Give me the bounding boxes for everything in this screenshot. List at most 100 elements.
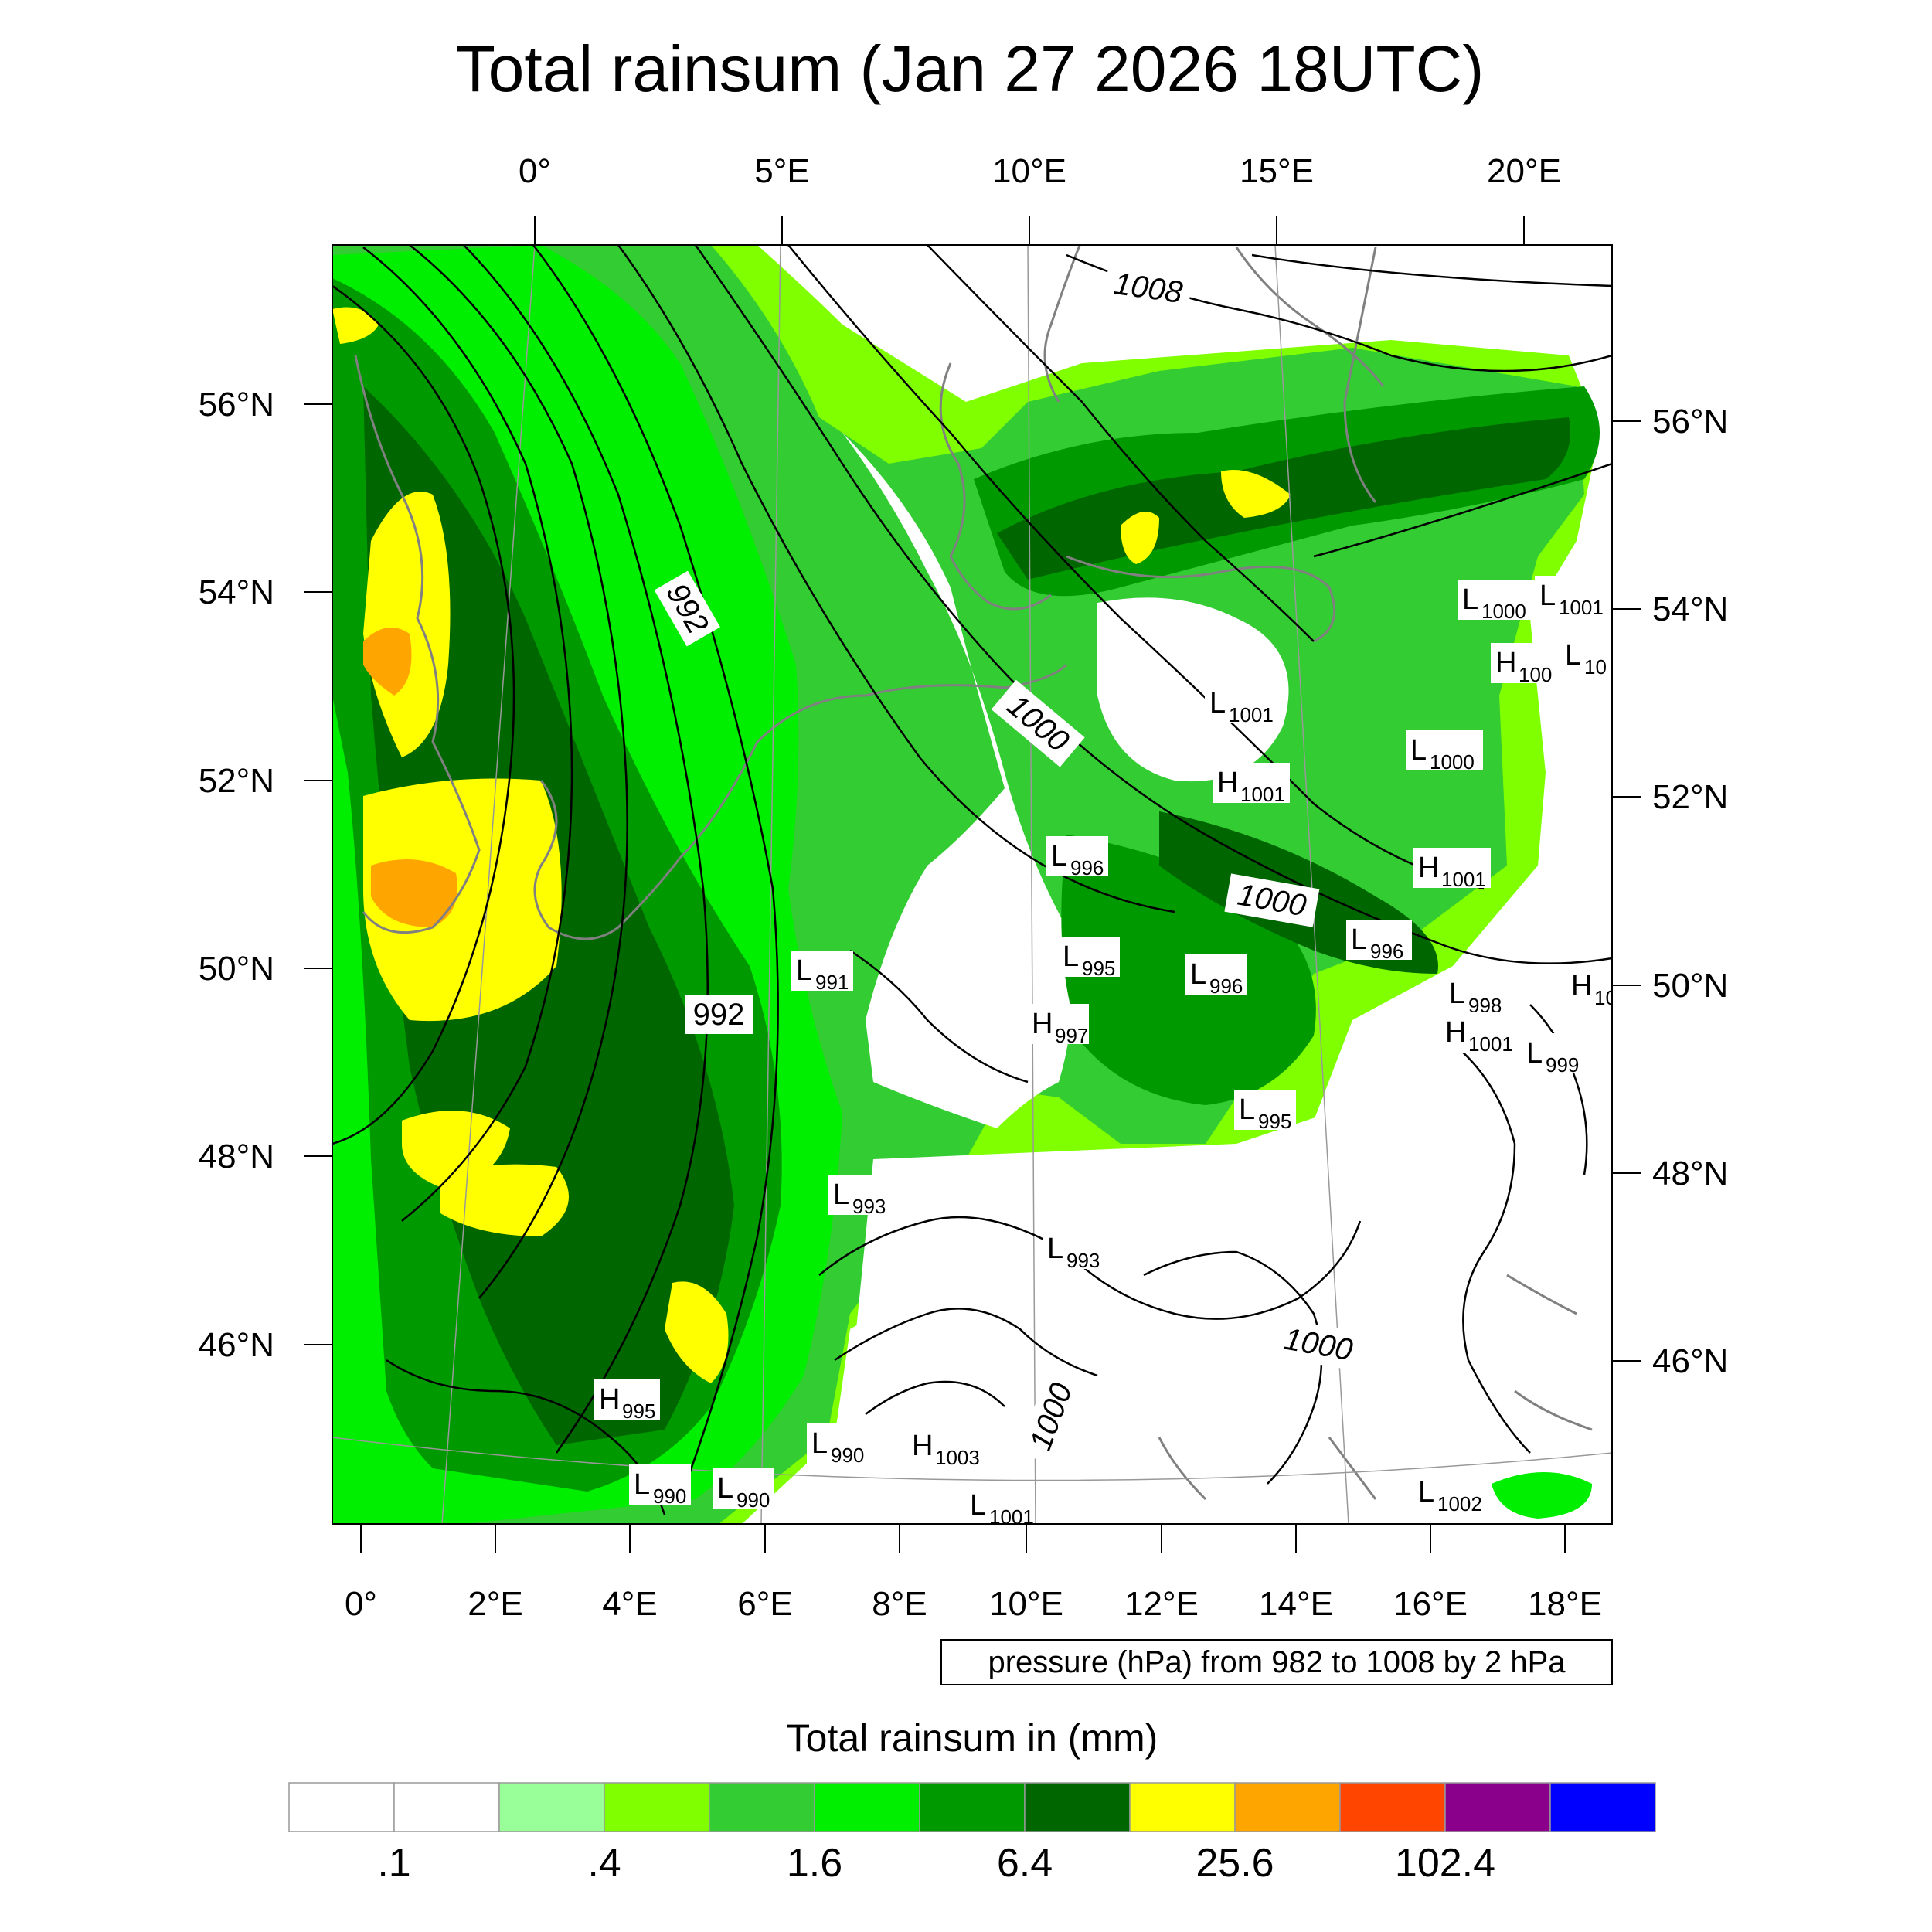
- rain-orange-west: [371, 859, 457, 927]
- svg-text:L: L: [970, 1489, 986, 1522]
- center-marker: L 1001: [1535, 576, 1604, 619]
- center-marker: L 1000: [1406, 730, 1483, 774]
- svg-text:H: H: [1032, 1008, 1053, 1040]
- svg-text:10: 10: [1594, 986, 1617, 1009]
- tick-label: 0°: [345, 1585, 377, 1623]
- tick-label: 46°N: [1652, 1342, 1728, 1380]
- contour-label-1008: 1008: [1103, 263, 1193, 314]
- center-marker: L 999: [1522, 1033, 1583, 1077]
- colorbar-label: .4: [587, 1841, 621, 1886]
- center-marker: L 996: [1185, 954, 1247, 998]
- center-marker: H 1001: [1440, 1012, 1518, 1056]
- isobars: [332, 245, 1612, 1515]
- colorbar-cell: [1444, 1782, 1551, 1832]
- svg-text:H: H: [1217, 767, 1238, 799]
- svg-text:L: L: [1462, 583, 1478, 616]
- svg-text:1003: 1003: [935, 1446, 980, 1469]
- rain-yellow-ne-2: [1221, 470, 1291, 518]
- map-border: [332, 244, 1613, 1525]
- center-marker: H 1001: [1213, 763, 1290, 806]
- colorbar-label: .1: [377, 1841, 410, 1886]
- svg-text:L: L: [1239, 1094, 1255, 1126]
- tick-label: 14°E: [1259, 1585, 1333, 1623]
- pressure-info-box: pressure (hPa) from 982 to 1008 by 2 hPa: [940, 1639, 1613, 1685]
- rain-yellow-west-4: [440, 1164, 569, 1236]
- svg-text:1000: 1000: [1481, 600, 1526, 623]
- pressure-note: pressure (hPa) from 982 to 1008 by 2 hPa: [988, 1645, 1566, 1679]
- center-marker: H 997: [1027, 1004, 1089, 1047]
- rain-patch-se: [1492, 1472, 1592, 1519]
- svg-text:H: H: [599, 1383, 620, 1416]
- colorbar-cell: [814, 1782, 920, 1832]
- tick-label: 54°N: [199, 573, 274, 611]
- colorbar-cell: [919, 1782, 1026, 1832]
- colorbar-cell: [393, 1782, 500, 1832]
- svg-text:H: H: [1418, 852, 1439, 884]
- svg-text:L: L: [1351, 923, 1367, 956]
- svg-text:1002: 1002: [1437, 1492, 1482, 1515]
- svg-text:996: 996: [1370, 940, 1403, 963]
- rain-yellow-south: [665, 1281, 729, 1383]
- svg-text:L: L: [1526, 1037, 1543, 1070]
- colorbar-cell: [1234, 1782, 1341, 1832]
- tick-label: 48°N: [199, 1138, 274, 1175]
- colorbar-cell: [709, 1782, 815, 1832]
- svg-text:997: 997: [1055, 1024, 1088, 1047]
- left-lat-labels: 56°N 54°N 52°N 50°N 48°N 46°N: [199, 386, 274, 1364]
- svg-text:L: L: [717, 1472, 733, 1505]
- contour-label-992-south: 992: [685, 995, 753, 1034]
- svg-text:L: L: [1565, 639, 1581, 672]
- svg-text:990: 990: [653, 1485, 686, 1508]
- colorbar-cell: [498, 1782, 605, 1832]
- tick-label: 10°E: [989, 1585, 1063, 1623]
- center-marker: L 990: [629, 1464, 691, 1508]
- svg-text:L: L: [1209, 687, 1226, 719]
- axis-ticks: [304, 216, 1641, 1553]
- svg-text:H: H: [1445, 1016, 1466, 1049]
- colorbar-cell: [1024, 1782, 1131, 1832]
- center-marker: H 1001: [1413, 848, 1491, 891]
- right-lat-labels: 56°N 54°N 52°N 50°N 48°N 46°N: [1652, 403, 1728, 1380]
- colorbar-cell: [1549, 1782, 1656, 1832]
- contour-label-1000-mid: 1000: [1224, 873, 1320, 927]
- tick-label: 6°E: [737, 1585, 792, 1623]
- center-marker: L 993: [828, 1175, 890, 1218]
- center-marker: L 991: [791, 951, 853, 994]
- svg-text:990: 990: [831, 1444, 864, 1467]
- contour-label-1000-se: 1000: [1270, 1318, 1366, 1372]
- svg-text:991: 991: [815, 971, 849, 994]
- tick-label: 5°E: [754, 152, 809, 190]
- svg-text:L: L: [1063, 940, 1079, 973]
- colorbar-label: 6.4: [997, 1841, 1053, 1886]
- tick-label: 52°N: [1652, 778, 1728, 816]
- bottom-lon-labels: 0° 2°E 4°E 6°E 8°E 10°E 12°E 14°E 16°E 1…: [345, 1585, 1602, 1623]
- coastlines: [354, 245, 1593, 1501]
- svg-text:996: 996: [1209, 975, 1243, 998]
- center-marker: L 998: [1444, 974, 1502, 1017]
- svg-text:L: L: [811, 1427, 828, 1460]
- svg-text:993: 993: [852, 1195, 886, 1218]
- center-marker: L 1001: [965, 1485, 1035, 1524]
- tick-label: 20°E: [1487, 152, 1561, 190]
- tick-label: 48°N: [1652, 1155, 1728, 1192]
- pressure-centers: L 1000 L 1001 H 100 L 10 L 1001 L 1000 H 1001 L…: [594, 576, 1617, 1524]
- colorbar-cell: [1129, 1782, 1236, 1832]
- svg-text:990: 990: [736, 1488, 770, 1512]
- svg-text:1001: 1001: [1240, 783, 1285, 806]
- map-panel: 1008 992 1000 1000 992 1000: [332, 245, 1617, 1524]
- tick-label: 56°N: [1652, 403, 1728, 440]
- svg-text:992: 992: [693, 998, 745, 1032]
- tick-label: 52°N: [199, 762, 274, 800]
- colorbar-labels: .1 .4 1.6 6.4 25.6 102.4: [377, 1841, 1495, 1886]
- colorbar-title: Total rainsum in (mm): [787, 1716, 1158, 1760]
- svg-text:L: L: [796, 954, 812, 987]
- center-marker: L 1002: [1413, 1472, 1487, 1515]
- center-marker: H 995: [594, 1379, 660, 1423]
- tick-label: 10°E: [992, 152, 1066, 190]
- rain-yellow-top-left: [332, 307, 379, 344]
- center-marker: L 993: [1043, 1229, 1104, 1272]
- rain-yellow-ne-1: [1121, 512, 1159, 564]
- tick-label: 18°E: [1528, 1585, 1602, 1623]
- svg-text:995: 995: [622, 1400, 655, 1423]
